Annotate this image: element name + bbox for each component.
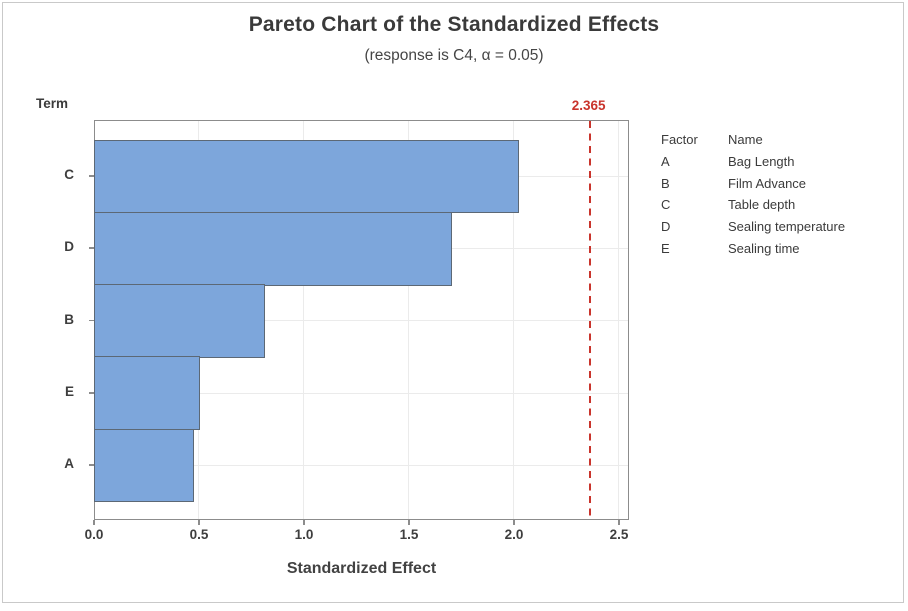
legend-name: Sealing time	[728, 240, 800, 256]
legend-name: Bag Length	[728, 153, 795, 169]
h-gridline	[95, 464, 628, 466]
bar-d	[93, 211, 452, 286]
legend-header-row: Factor Name	[661, 129, 845, 151]
legend-name: Sealing temperature	[728, 219, 846, 235]
y-tick-label: D	[64, 239, 74, 255]
legend-name: Film Advance	[728, 175, 807, 191]
x-tick	[303, 520, 305, 525]
x-axis-title: Standardized Effect	[286, 560, 437, 577]
bar-e	[93, 356, 200, 431]
v-gridline	[408, 121, 409, 519]
v-gridline	[513, 121, 514, 519]
x-tick-label: 0.0	[84, 527, 104, 542]
bar-b	[93, 284, 266, 358]
reference-line	[588, 121, 591, 519]
legend-factor: B	[661, 175, 670, 191]
y-tick	[89, 319, 94, 322]
v-gridline	[618, 121, 619, 519]
h-gridline	[95, 320, 628, 322]
reference-line-label: 2.365	[571, 98, 606, 113]
y-axis-title: Term	[36, 96, 69, 111]
h-gridline	[95, 392, 628, 394]
y-tick	[89, 175, 94, 177]
y-tick-label: E	[64, 384, 74, 400]
legend-row: A Bag Length	[661, 151, 845, 173]
x-tick-label: 2.0	[504, 527, 524, 542]
legend-header-factor: Factor	[661, 132, 698, 147]
x-tick-label: 2.5	[609, 527, 629, 542]
plot-area	[93, 120, 629, 520]
legend-row: C Table depth	[661, 194, 845, 216]
y-tick	[89, 247, 94, 249]
v-gridline	[303, 121, 304, 519]
legend-factor: D	[661, 219, 671, 235]
bar-a	[93, 428, 194, 503]
x-tick	[618, 520, 620, 525]
legend-name: Table depth	[728, 197, 796, 213]
x-tick	[408, 520, 410, 525]
y-tick-label: A	[64, 456, 74, 472]
x-tick	[513, 520, 515, 525]
y-tick-label: B	[64, 311, 74, 327]
y-tick-label: C	[64, 167, 74, 183]
legend-factor: A	[661, 153, 670, 169]
y-tick	[89, 392, 94, 394]
legend-row: E Sealing time	[661, 238, 845, 260]
x-tick-label: 0.5	[189, 527, 209, 542]
x-tick-label: 1.0	[294, 527, 314, 542]
legend-header-name: Name	[728, 132, 763, 147]
bar-c	[93, 139, 520, 214]
x-tick-label: 1.5	[399, 527, 419, 542]
legend: Factor Name A Bag Length B Film Advance C Tab…	[661, 129, 845, 260]
legend-row: D Sealing temperature	[661, 216, 845, 238]
y-tick	[89, 464, 94, 466]
x-tick	[93, 520, 95, 525]
chart-subtitle: (response is C4, α = 0.05)	[364, 47, 544, 64]
page-title: Pareto Chart of the Standardized Effects	[248, 13, 660, 36]
legend-factor: C	[661, 197, 671, 213]
x-tick	[198, 520, 200, 525]
legend-factor: E	[661, 240, 670, 256]
legend-row: B Film Advance	[661, 173, 845, 195]
